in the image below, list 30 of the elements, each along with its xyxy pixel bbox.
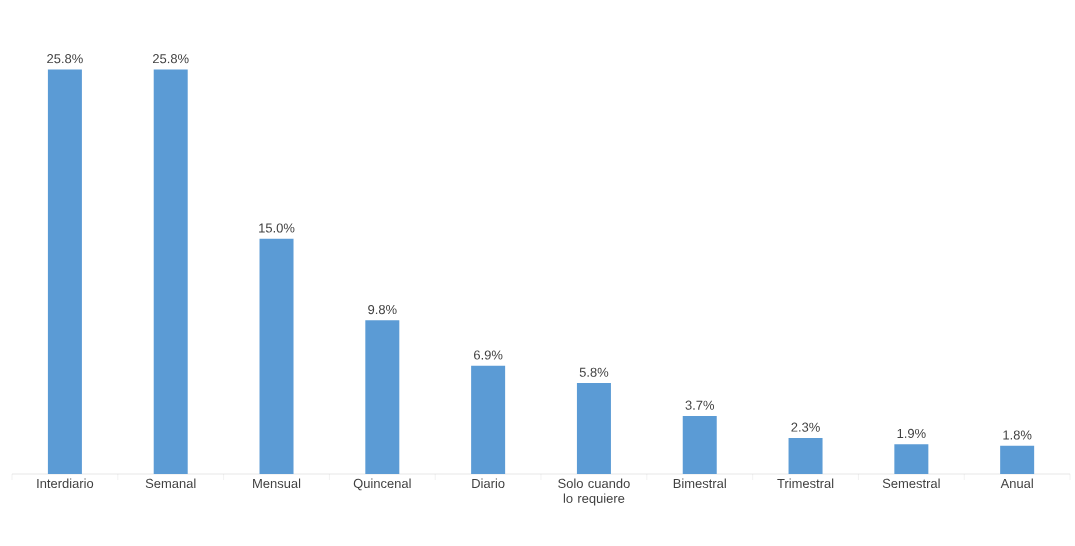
data-label: 25.8%: [47, 54, 83, 64]
x-tick-label: Diario: [472, 478, 505, 489]
data-label: 2.3%: [791, 422, 820, 432]
data-label: 25.8%: [153, 54, 189, 64]
bar: [153, 69, 188, 474]
bar: [788, 437, 823, 474]
data-label: 1.9%: [897, 428, 926, 439]
data-label: 9.8%: [368, 304, 397, 315]
bar: [682, 415, 717, 474]
x-tick-label: Semestral: [882, 478, 940, 489]
x-tick-label: Semanal: [145, 478, 196, 489]
data-label: 5.8%: [579, 367, 609, 377]
data-label: 6.9%: [474, 350, 503, 360]
x-tick-label: Anual: [1000, 478, 1033, 489]
x-tick-label: Trimestral: [777, 478, 834, 489]
bar: [576, 383, 611, 474]
x-tick-label: Solo cuando lo requiere: [558, 478, 630, 506]
data-label: 3.7%: [685, 400, 715, 410]
bar: [259, 238, 294, 474]
x-tick-label: Quincenal: [353, 478, 411, 491]
bar: [1000, 445, 1035, 474]
bar: [365, 320, 400, 474]
bar: [894, 444, 929, 474]
data-label: 1.8%: [1003, 430, 1032, 440]
data-label: 15.0%: [259, 223, 295, 233]
x-tick-label: Mensual: [253, 478, 301, 489]
x-tick-label: Bimestral: [673, 478, 726, 489]
bar: [471, 365, 506, 474]
bar: [47, 69, 82, 474]
x-tick-label: Interdiario: [37, 478, 94, 489]
